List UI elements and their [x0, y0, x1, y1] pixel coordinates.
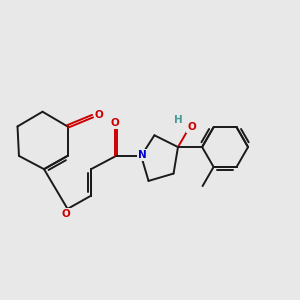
Text: O: O	[110, 118, 119, 128]
Text: O: O	[188, 122, 196, 132]
Text: O: O	[62, 209, 70, 219]
Text: H: H	[175, 115, 183, 125]
Text: O: O	[95, 110, 103, 120]
Text: N: N	[138, 150, 147, 160]
